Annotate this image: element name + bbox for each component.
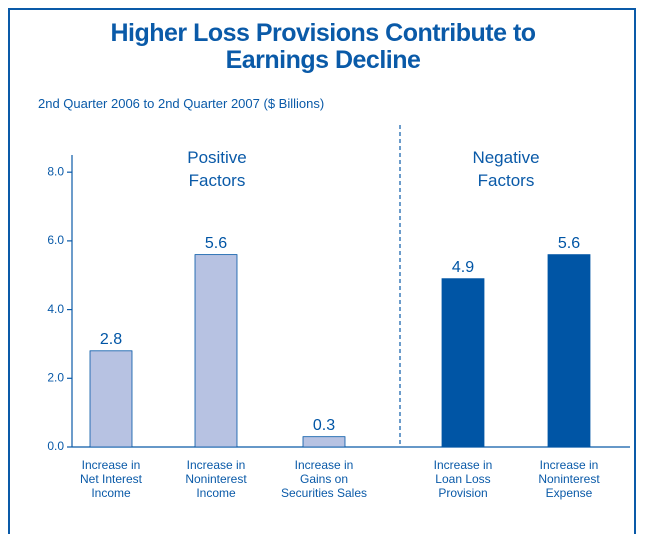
x-tick-label: Increase in Noninterest Expense — [538, 458, 600, 500]
value-label: 5.6 — [205, 235, 227, 252]
value-label: 4.9 — [452, 259, 474, 276]
y-tick-label: 8.0 — [47, 164, 64, 178]
x-tick-label: Increase in Net Interest Income — [79, 458, 143, 500]
value-label: 0.3 — [313, 417, 335, 434]
value-label: 5.6 — [558, 235, 580, 252]
group-label: Positive Factors — [187, 148, 247, 190]
bar — [89, 350, 133, 448]
group-label: Negative Factors — [472, 148, 540, 190]
y-tick-label: 0.0 — [47, 439, 64, 453]
chart-title: Higher Loss Provisions Contribute to Ear… — [110, 19, 536, 74]
bar — [441, 278, 485, 448]
y-tick-label: 4.0 — [47, 302, 64, 316]
y-tick-label: 2.0 — [47, 370, 64, 384]
frame — [8, 8, 636, 534]
bar — [547, 254, 591, 448]
bar — [302, 436, 346, 448]
x-tick-label: Increase in Gains on Securities Sales — [280, 458, 368, 500]
x-tick-label: Increase in Noninterest Income — [185, 458, 247, 500]
bar — [194, 254, 238, 448]
x-tick-label: Increase in Loan Loss Provision — [433, 458, 493, 500]
chart-subtitle: 2nd Quarter 2006 to 2nd Quarter 2007 ($ … — [38, 96, 325, 111]
value-label: 2.8 — [100, 331, 122, 348]
y-tick-label: 6.0 — [47, 233, 64, 247]
